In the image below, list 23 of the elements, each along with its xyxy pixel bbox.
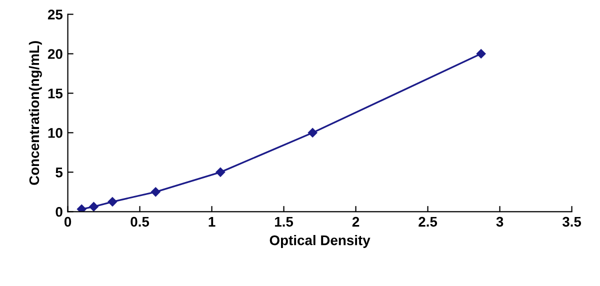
x-tick-label: 0 <box>64 216 72 227</box>
point <box>308 128 318 138</box>
point <box>216 168 226 177</box>
x-tick-label: 3.5 <box>562 216 582 227</box>
x-tick-label: 0.5 <box>130 216 150 227</box>
point <box>151 187 160 197</box>
x-tick-label: 3 <box>496 216 504 227</box>
point <box>108 197 118 206</box>
y-tick-label: 5 <box>56 168 63 178</box>
point <box>476 49 486 58</box>
y-axis-title: Concentration(ng/mL) <box>28 41 42 185</box>
point <box>89 202 98 212</box>
y-tick-label: 10 <box>48 128 62 138</box>
y-tick-label: 0 <box>56 206 62 217</box>
x-axis-title: Optical Density <box>270 235 370 248</box>
x-tick-label: 2.5 <box>418 216 438 227</box>
x-tick-label: 2 <box>352 216 360 227</box>
x-tick-label: 1 <box>208 217 216 227</box>
y-tick-label: 20 <box>48 49 62 59</box>
point <box>77 204 86 212</box>
y-tick-label: 25 <box>48 10 63 20</box>
x-tick-label: 1.5 <box>275 217 294 227</box>
y-tick-label: 15 <box>48 88 63 98</box>
